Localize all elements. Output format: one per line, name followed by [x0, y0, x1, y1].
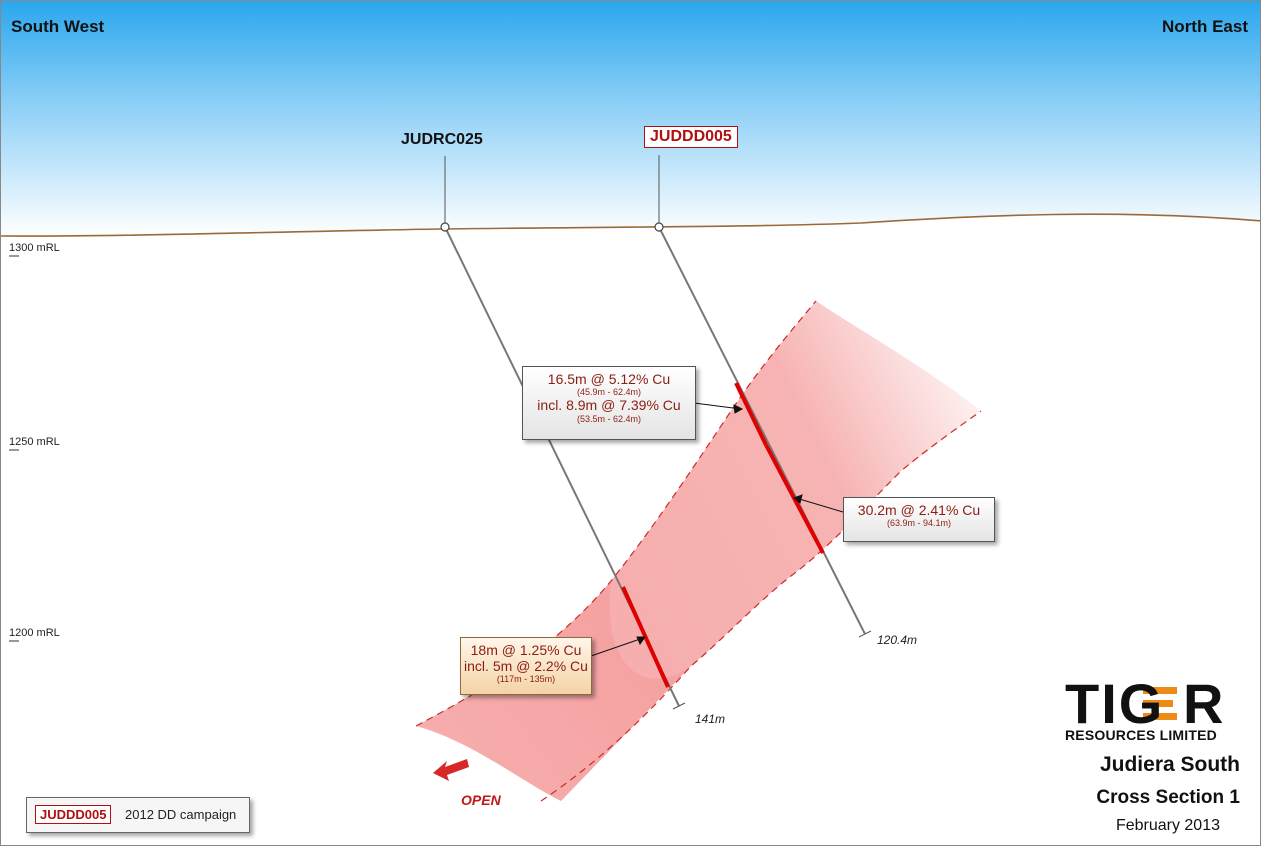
- intercept-interval: (117m - 135m): [496, 674, 556, 685]
- project-title: Judiera South: [1099, 753, 1240, 776]
- mineralised-zone: [415, 300, 982, 802]
- section-title: Cross Section 1: [1096, 787, 1240, 808]
- depth-label-juddd005: 120.4m: [877, 633, 918, 647]
- logo-stripes-icon: [1143, 687, 1177, 720]
- legend-text: 2012 DD campaign: [125, 807, 237, 822]
- intercept-leaders: [590, 402, 844, 657]
- direction-southwest: South West: [11, 17, 105, 36]
- elevation-ticks: [9, 255, 19, 642]
- intercept-grade: 30.2m @ 2.41% Cu: [857, 502, 981, 518]
- intercept-interval: (45.9m - 62.4m): [576, 387, 642, 398]
- direction-northeast: North East: [1162, 17, 1248, 36]
- ground-surface-line: [1, 213, 1260, 237]
- hole-label-juddd005: JUDDD005: [644, 126, 738, 148]
- intercept-incl-grade: incl. 8.9m @ 7.39% Cu: [537, 397, 681, 414]
- elevation-1200: 1200 mRL: [9, 627, 60, 639]
- logo-word-a: TIG: [1065, 672, 1165, 735]
- logo-subtitle: RESOURCES LIMITED: [1065, 727, 1217, 743]
- intercept-box-juddd005-lower: 30.2m @ 2.41% Cu (63.9m - 94.1m): [843, 497, 995, 542]
- logo-word-b: R: [1183, 672, 1224, 735]
- section-date: February 2013: [1115, 817, 1220, 834]
- hole-label-judrc025: JUDRC025: [401, 131, 483, 148]
- open-label: OPEN: [461, 792, 501, 808]
- intercept-incl-interval: (53.5m - 62.4m): [576, 413, 642, 424]
- legend-swatch: JUDDD005: [35, 805, 112, 824]
- intercept-grade: 16.5m @ 5.12% Cu: [547, 371, 671, 387]
- zone-lower-boundary: [540, 410, 982, 802]
- intercept-incl-grade: incl. 5m @ 2.2% Cu: [464, 658, 588, 675]
- intercept-interval: (63.9m - 94.1m): [886, 518, 952, 529]
- depth-label-judrc025: 141m: [695, 712, 726, 726]
- elevation-1300: 1300 mRL: [9, 242, 60, 254]
- intercept-box-juddd005-upper: 16.5m @ 5.12% Cu (45.9m - 62.4m) incl. 8…: [522, 366, 696, 440]
- elevation-1250: 1250 mRL: [9, 436, 60, 448]
- zone-upper-boundary: [415, 300, 817, 727]
- intercept-grade: 18m @ 1.25% Cu: [470, 642, 582, 658]
- sky-area: [1, 1, 1260, 237]
- legend: JUDDD005 2012 DD campaign: [26, 797, 250, 833]
- open-arrow-icon: [433, 759, 469, 781]
- intercept-box-judrc025: 18m @ 1.25% Cu incl. 5m @ 2.2% Cu (117m …: [460, 637, 592, 695]
